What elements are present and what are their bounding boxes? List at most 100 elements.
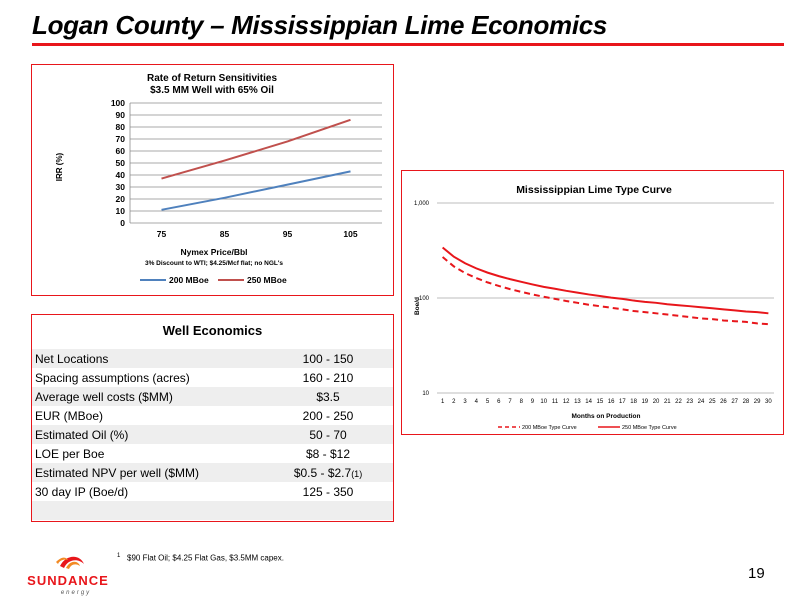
type-curve-x-tick-label: 7 — [508, 399, 512, 405]
type-curve-legend-label: 250 MBoe Type Curve — [622, 425, 677, 431]
type-curve-x-tick-label: 12 — [563, 399, 570, 405]
irr-y-axis-label: IRR (%) — [55, 152, 64, 181]
type-curve-x-tick-label: 15 — [597, 399, 604, 405]
type-curve-x-tick-label: 6 — [497, 399, 501, 405]
type-curve-y-tick-label: 100 — [419, 296, 430, 302]
economics-value-text: 200 - 250 — [302, 408, 354, 423]
type-curve-x-tick-label: 20 — [653, 399, 660, 405]
economics-row: Average well costs ($MM) $3.5 — [32, 387, 393, 406]
irr-y-tick-label: 40 — [116, 170, 126, 180]
type-curve-x-tick-label: 9 — [531, 399, 535, 405]
economics-label: EUR (MBoe) — [32, 406, 260, 425]
type-curve-x-tick-label: 3 — [463, 399, 467, 405]
irr-x-tick-label: 105 — [343, 229, 357, 239]
footnote-marker: 1 — [117, 553, 121, 559]
economics-label: Average well costs ($MM) — [32, 387, 260, 406]
type-curve-x-tick-label: 18 — [630, 399, 637, 405]
type-curve-series-line — [441, 256, 769, 326]
page-number: 19 — [748, 565, 765, 582]
type-curve-x-tick-label: 28 — [743, 399, 750, 405]
type-curve-x-tick-label: 5 — [486, 399, 490, 405]
irr-chart-title-line1: Rate of Return Sensitivities — [147, 73, 277, 84]
type-curve-x-tick-label: 29 — [754, 399, 761, 405]
economics-value: 100 - 150 — [260, 349, 393, 368]
irr-chart: Rate of Return Sensitivities $3.5 MM Wel… — [55, 73, 382, 285]
irr-y-tick-label: 20 — [116, 194, 126, 204]
economics-label: Spacing assumptions (acres) — [32, 368, 260, 387]
irr-y-tick-label: 30 — [116, 182, 126, 192]
economics-value-text: $0.5 - $2.7 — [293, 465, 352, 480]
well-economics-header: Well Economics — [162, 323, 263, 338]
economics-value: $0.5 - $2.7(1) — [260, 463, 393, 482]
economics-row: Estimated Oil (%) 50 - 70 — [32, 425, 393, 444]
economics-row: 30 day IP (Boe/d) 125 - 350 — [32, 482, 393, 501]
type-curve-x-tick-label: 16 — [608, 399, 615, 405]
economics-value-text: $8 - $12 — [305, 446, 351, 461]
well-economics-panel: Well Economics Net Locations 100 - 150 Spa… — [31, 314, 394, 522]
type-curve-x-tick-label: 2 — [452, 399, 456, 405]
economics-value: $8 - $12 — [260, 444, 393, 463]
irr-legend-label: 200 MBoe — [169, 275, 209, 285]
economics-row — [32, 501, 393, 520]
type-curve-x-tick-label: 24 — [698, 399, 705, 405]
irr-y-tick-label: 100 — [111, 98, 125, 108]
type-curve-x-tick-label: 17 — [619, 399, 626, 405]
economics-value-text: $3.5 — [316, 389, 340, 404]
irr-x-tick-label: 95 — [283, 229, 293, 239]
type-curve-x-tick-label: 30 — [765, 399, 772, 405]
economics-label — [32, 501, 260, 520]
type-curve-legend-label: 200 MBoe Type Curve — [522, 425, 577, 431]
type-curve-x-tick-label: 27 — [731, 399, 738, 405]
economics-value: 200 - 250 — [260, 406, 393, 425]
economics-label: Estimated NPV per well ($MM) — [32, 463, 260, 482]
type-curve-x-tick-label: 26 — [720, 399, 727, 405]
economics-label: 30 day IP (Boe/d) — [32, 482, 260, 501]
economics-value-text: 160 - 210 — [302, 370, 354, 385]
irr-y-tick-label: 10 — [116, 206, 126, 216]
economics-row: Estimated NPV per well ($MM) $0.5 - $2.7(… — [32, 463, 393, 482]
economics-value-text: 125 - 350 — [302, 484, 354, 499]
irr-y-tick-label: 80 — [116, 122, 126, 132]
type-curve-x-tick-label: 25 — [709, 399, 716, 405]
type-curve-x-tick-label: 1 — [441, 399, 445, 405]
economics-row: EUR (MBoe) 200 - 250 — [32, 406, 393, 425]
type-curve-y-tick-label: 10 — [422, 391, 429, 397]
economics-value: $3.5 — [260, 387, 393, 406]
type-curve-x-tick-label: 22 — [675, 399, 682, 405]
sundance-logo: SUNDANCE energy — [27, 556, 109, 596]
irr-series-line — [161, 118, 351, 180]
type-curve-x-axis-label: Months on Production — [572, 413, 641, 420]
irr-x-tick-label: 85 — [220, 229, 230, 239]
type-curve-x-tick-label: 19 — [641, 399, 648, 405]
logo-text: SUNDANCE — [27, 573, 109, 588]
economics-label: Estimated Oil (%) — [32, 425, 260, 444]
logo-subtext: energy — [61, 590, 91, 596]
well-economics-table: Net Locations 100 - 150 Spacing assumption… — [32, 349, 393, 520]
economics-value-text: 100 - 150 — [302, 351, 354, 366]
type-curve-x-tick-label: 13 — [574, 399, 581, 405]
slide-title: Logan County – Mississippian Lime Econom… — [32, 10, 608, 40]
irr-y-tick-label: 90 — [116, 110, 126, 120]
economics-value: 125 - 350 — [260, 482, 393, 501]
type-curve-x-tick-label: 21 — [664, 399, 671, 405]
economics-value-text: 50 - 70 — [309, 427, 347, 442]
irr-x-axis-label: Nymex Price/Bbl — [180, 247, 247, 257]
economics-value: 50 - 70 — [260, 425, 393, 444]
economics-label: LOE per Boe — [32, 444, 260, 463]
irr-y-tick-label: 60 — [116, 146, 126, 156]
irr-chart-panel: Rate of Return Sensitivities $3.5 MM Wel… — [31, 64, 394, 296]
type-curve-panel: Mississippian Lime Type Curve 10 100 1,000… — [401, 170, 784, 435]
sun-icon — [56, 556, 84, 569]
irr-chart-title-line2: $3.5 MM Well with 65% Oil — [150, 85, 274, 96]
irr-x-tick-label: 75 — [157, 229, 167, 239]
irr-legend-label: 250 MBoe — [247, 275, 287, 285]
type-curve-title: Mississippian Lime Type Curve — [516, 184, 672, 196]
economics-label: Net Locations — [32, 349, 260, 368]
irr-y-tick-label: 50 — [116, 158, 126, 168]
type-curve-x-tick-label: 23 — [686, 399, 693, 405]
type-curve-x-tick-label: 8 — [520, 399, 524, 405]
type-curve-x-tick-label: 4 — [475, 399, 479, 405]
footnote-text: $90 Flat Oil; $4.25 Flat Gas, $3.5MM cap… — [127, 553, 284, 563]
irr-y-tick-label: 0 — [120, 218, 125, 228]
type-curve-x-tick-label: 10 — [540, 399, 547, 405]
